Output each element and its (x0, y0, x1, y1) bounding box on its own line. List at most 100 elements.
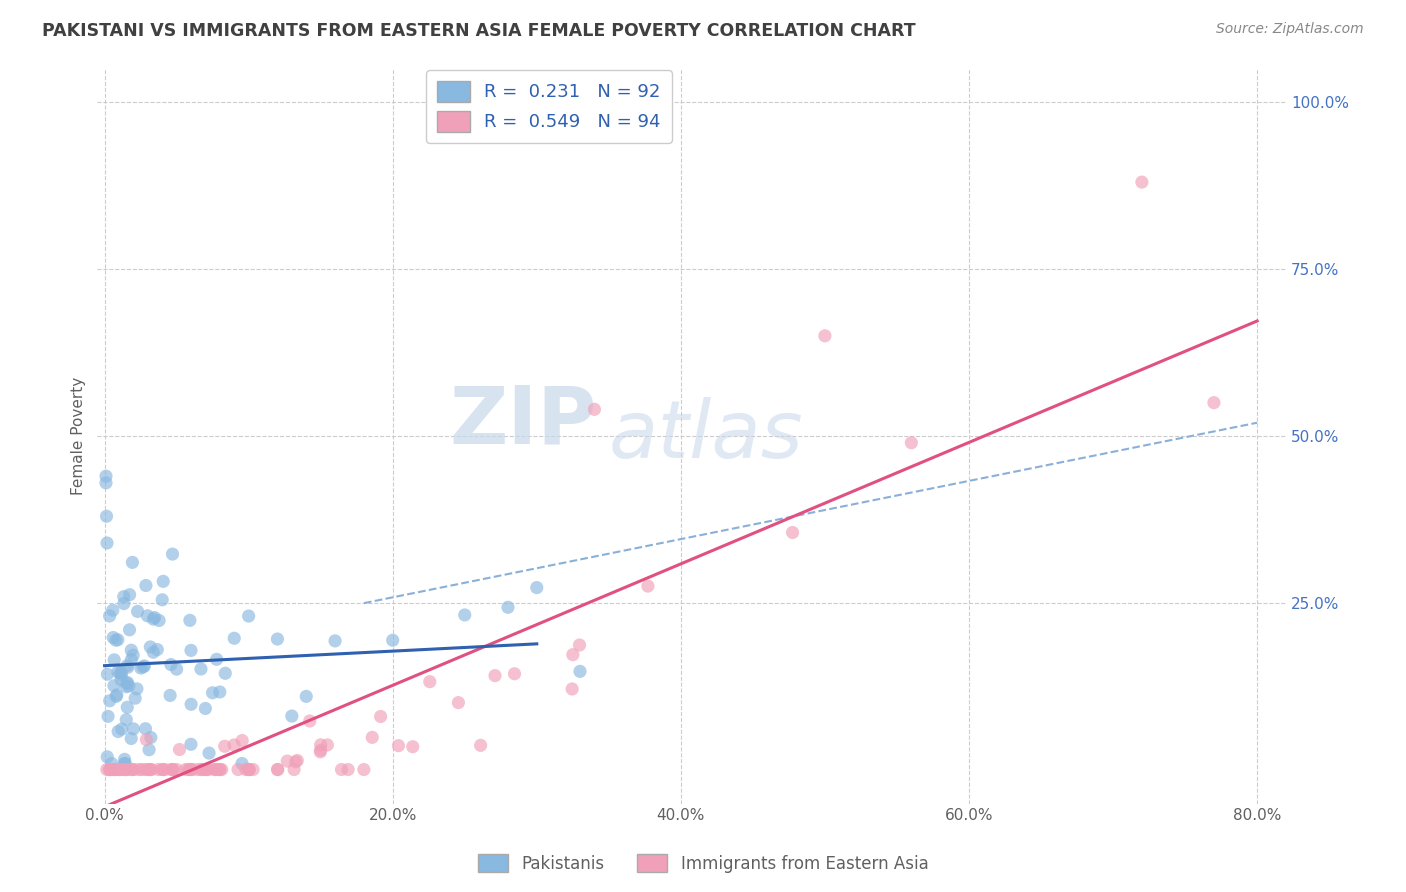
Point (166, 662, 188, 676)
Point (194, 763, 217, 777)
Point (103, 679, 125, 693)
Point (135, 578, 157, 592)
Point (120, 731, 142, 746)
Point (211, 763, 233, 777)
Point (298, 714, 321, 728)
Point (120, 653, 142, 667)
Point (148, 614, 170, 628)
Point (94, 469, 117, 483)
Point (134, 722, 156, 736)
Point (120, 763, 142, 777)
Point (309, 745, 332, 759)
Point (361, 731, 384, 745)
Point (135, 732, 157, 747)
Point (267, 763, 290, 777)
Point (180, 698, 202, 712)
Point (226, 763, 249, 777)
Point (148, 763, 170, 777)
Point (110, 666, 132, 681)
Point (179, 763, 201, 777)
Point (103, 763, 125, 777)
Point (224, 738, 246, 752)
Point (122, 722, 145, 736)
Point (96, 536, 118, 550)
Text: Source: ZipAtlas.com: Source: ZipAtlas.com (1216, 22, 1364, 37)
Point (283, 763, 305, 777)
Point (561, 648, 583, 662)
Point (97, 709, 120, 723)
Point (1202, 395, 1225, 409)
Point (115, 676, 138, 690)
Point (131, 763, 153, 777)
Point (98, 763, 121, 777)
Point (150, 763, 173, 777)
Point (117, 675, 139, 690)
Point (115, 658, 138, 673)
Point (266, 632, 288, 646)
Point (136, 763, 159, 777)
Point (153, 763, 176, 777)
Point (568, 638, 591, 652)
Point (115, 680, 138, 694)
Point (224, 632, 246, 646)
Y-axis label: Female Poverty: Female Poverty (72, 377, 86, 495)
Point (103, 631, 125, 645)
Point (152, 763, 174, 777)
Point (1130, 175, 1153, 189)
Text: atlas: atlas (609, 397, 803, 475)
Point (242, 763, 264, 777)
Point (122, 763, 145, 777)
Point (381, 633, 404, 648)
Point (353, 763, 375, 777)
Point (110, 665, 132, 680)
Point (150, 592, 173, 607)
Point (419, 674, 441, 689)
Point (169, 742, 191, 756)
Point (323, 633, 346, 648)
Point (110, 673, 132, 687)
Point (162, 763, 184, 777)
Point (180, 763, 202, 777)
Point (177, 763, 200, 777)
Point (103, 653, 125, 667)
Point (108, 763, 131, 777)
Point (96, 763, 118, 777)
Point (132, 660, 155, 674)
Point (104, 633, 127, 648)
Point (194, 701, 217, 715)
Point (231, 756, 253, 771)
Point (190, 662, 212, 676)
Point (118, 588, 141, 602)
Point (101, 763, 124, 777)
Point (134, 659, 156, 673)
Point (107, 724, 129, 739)
Point (122, 763, 145, 777)
Point (115, 763, 138, 777)
Point (120, 643, 142, 657)
Point (136, 608, 159, 623)
Point (160, 657, 183, 672)
Point (96, 667, 118, 681)
Point (309, 743, 332, 757)
Point (285, 754, 308, 768)
Point (129, 661, 152, 675)
Point (181, 763, 204, 777)
Point (266, 763, 288, 777)
Point (637, 579, 659, 593)
Point (204, 763, 226, 777)
Point (201, 686, 224, 700)
Point (118, 623, 141, 637)
Point (94, 475, 117, 490)
Point (115, 763, 138, 777)
Point (96, 509, 118, 524)
Point (152, 574, 174, 589)
Point (138, 763, 160, 777)
Point (284, 755, 307, 769)
Point (115, 713, 138, 727)
Point (503, 666, 526, 681)
Point (214, 739, 236, 754)
Point (186, 763, 208, 777)
Point (180, 737, 202, 751)
Point (139, 640, 162, 654)
Point (205, 763, 228, 777)
